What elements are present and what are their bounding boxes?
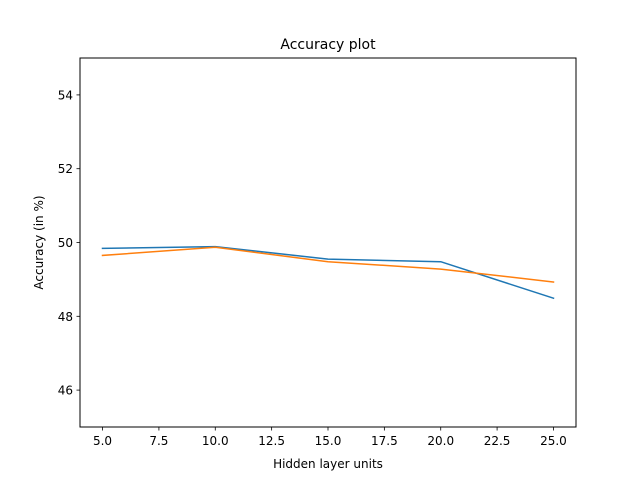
y-tick-label: 54	[58, 88, 73, 102]
y-axis-ticks: 46 48 50 52 54	[58, 88, 80, 398]
y-tick-label: 50	[58, 236, 73, 250]
chart-title: Accuracy plot	[280, 37, 376, 53]
x-tick-label: 25.0	[540, 434, 567, 448]
series-layer	[101, 245, 555, 300]
y-tick-label: 52	[58, 162, 73, 176]
x-tick-label: 17.5	[371, 434, 398, 448]
series-line-2	[101, 246, 555, 283]
x-axis-ticks: 5.0 7.5 10.0 12.5 15.0 17.5 20.0 22.5 25.0	[93, 427, 567, 448]
x-tick-label: 20.0	[427, 434, 454, 448]
x-axis-label: Hidden layer units	[273, 457, 383, 471]
x-tick-label: 5.0	[93, 434, 112, 448]
x-tick-label: 15.0	[315, 434, 342, 448]
x-tick-label: 10.0	[202, 434, 229, 448]
y-tick-label: 46	[58, 384, 73, 398]
x-tick-label: 22.5	[484, 434, 511, 448]
y-tick-label: 48	[58, 310, 73, 324]
x-tick-label: 7.5	[149, 434, 168, 448]
y-axis-label: Accuracy (in %)	[32, 195, 46, 289]
x-tick-label: 12.5	[258, 434, 285, 448]
